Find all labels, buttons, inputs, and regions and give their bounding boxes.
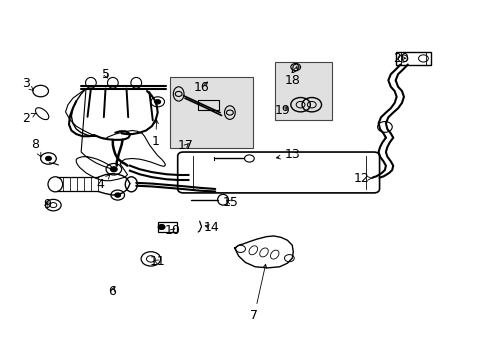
Circle shape <box>45 156 51 161</box>
Bar <box>274 62 331 120</box>
Text: 10: 10 <box>164 224 181 237</box>
Text: 7: 7 <box>250 264 266 322</box>
Text: 5: 5 <box>102 68 109 81</box>
Bar <box>170 77 253 148</box>
Text: 3: 3 <box>22 77 33 90</box>
Text: 17: 17 <box>178 139 194 152</box>
Circle shape <box>115 193 121 197</box>
Circle shape <box>158 225 164 229</box>
Text: 11: 11 <box>149 255 165 268</box>
Text: 19: 19 <box>274 104 290 117</box>
Bar <box>395 52 430 64</box>
Text: 13: 13 <box>276 148 300 161</box>
Text: 14: 14 <box>203 221 219 234</box>
Text: 4: 4 <box>97 175 109 191</box>
Text: 6: 6 <box>108 285 116 298</box>
Text: 1: 1 <box>151 120 160 148</box>
Text: 16: 16 <box>193 81 209 94</box>
Text: 20: 20 <box>393 51 408 64</box>
Bar <box>198 100 218 111</box>
Text: 12: 12 <box>353 172 371 185</box>
Text: 2: 2 <box>22 112 36 125</box>
Text: 15: 15 <box>223 196 238 209</box>
Text: 18: 18 <box>284 67 300 87</box>
Circle shape <box>110 167 117 172</box>
Text: 9: 9 <box>43 198 51 211</box>
Text: 8: 8 <box>31 138 41 157</box>
Bar <box>158 222 177 232</box>
Circle shape <box>155 100 160 104</box>
